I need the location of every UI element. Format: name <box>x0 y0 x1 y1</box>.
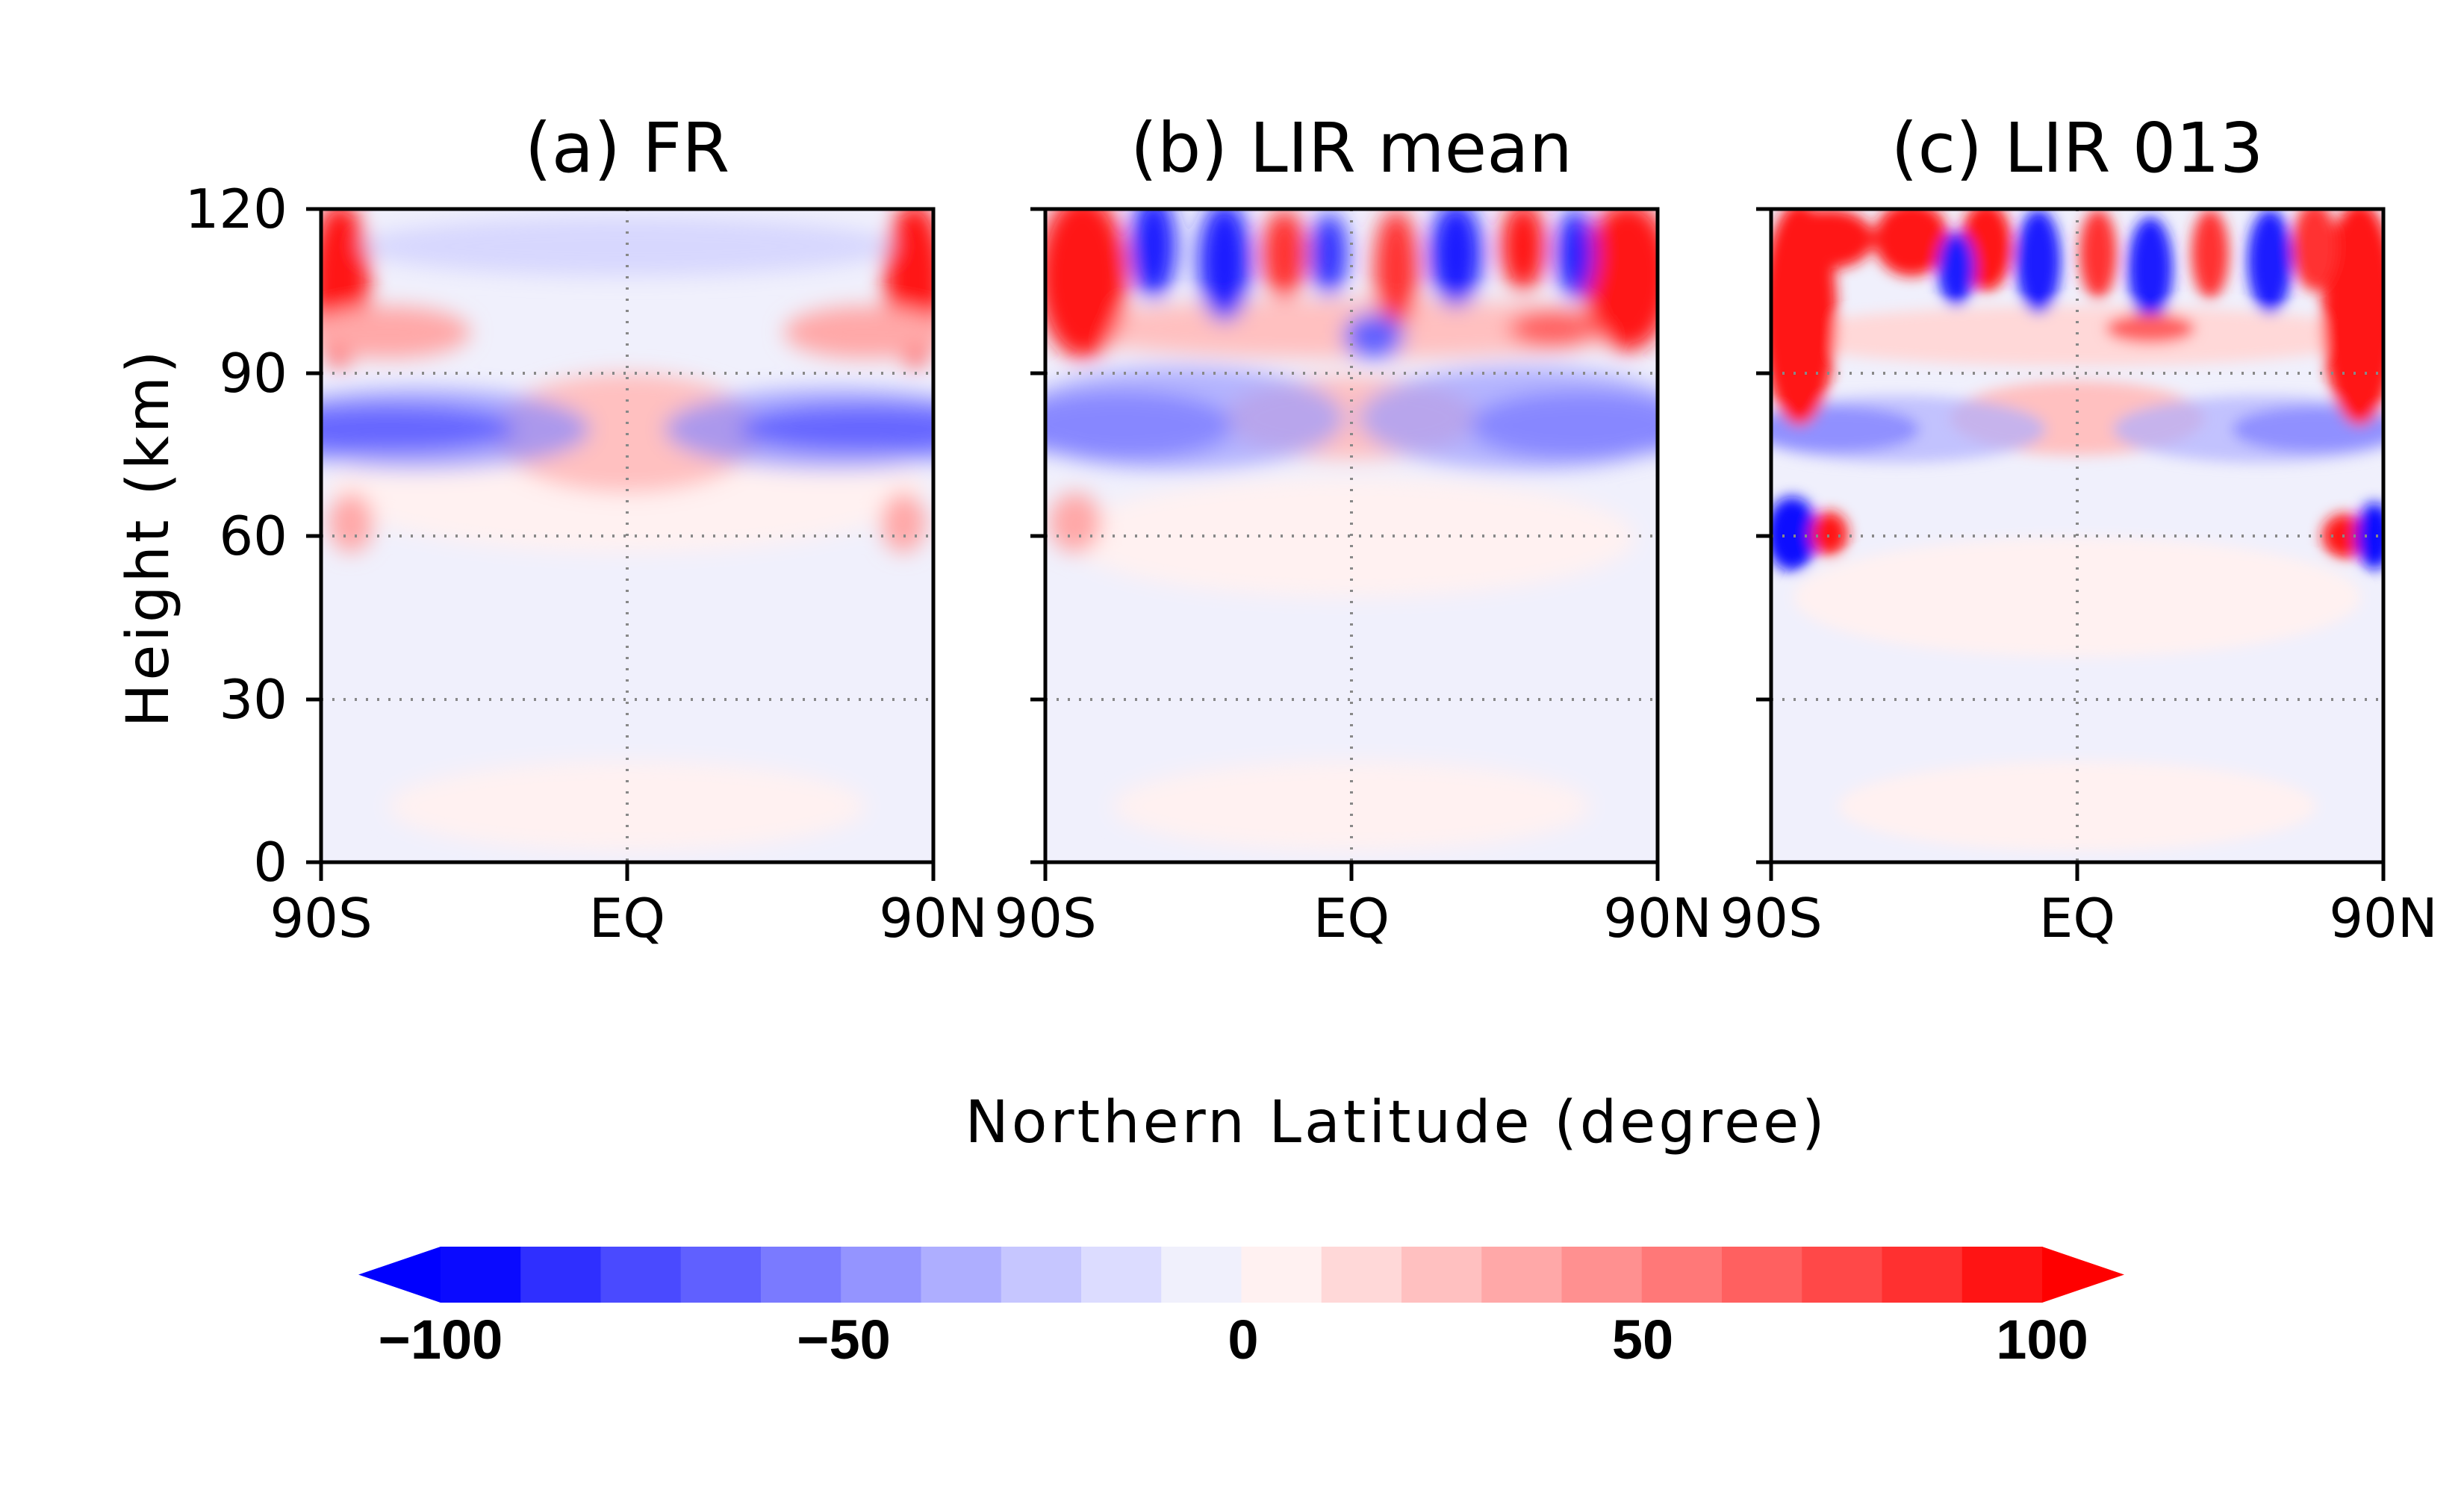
colorbar-under-arrow <box>358 1247 441 1303</box>
colorbar-segment <box>1802 1247 1882 1303</box>
panel-a-ticks <box>306 207 936 881</box>
panel-b-ticks <box>1030 207 1660 881</box>
colorbar-segment <box>1081 1247 1162 1303</box>
colorbar-over-arrow <box>2042 1247 2124 1303</box>
panel-c-xtick-90s: 90S <box>1720 887 1822 950</box>
panel-b-title: (b) LIR mean <box>1130 108 1572 188</box>
y-axis-label: Height (km) <box>115 348 182 728</box>
x-axis-label: Northern Latitude (degree) <box>965 1089 1827 1156</box>
colorbar-segment <box>1401 1247 1482 1303</box>
panel-a-xtick-90s: 90S <box>270 887 372 950</box>
colorbar-segment <box>1161 1247 1242 1303</box>
colorbar-tick-minus-100: −100 <box>379 1309 503 1371</box>
panel-a-title: (a) FR <box>525 108 729 188</box>
colorbar-segment <box>600 1247 682 1303</box>
colorbar-segment <box>680 1247 762 1303</box>
colorbar-segment <box>1001 1247 1082 1303</box>
panel-a: (a) FR <box>185 108 988 950</box>
colorbar-segment <box>1882 1247 1963 1303</box>
panel-b-xtick-90n: 90N <box>1603 887 1711 950</box>
panel-b-gridlines <box>1045 209 1658 862</box>
colorbar-tick-50: 50 <box>1612 1309 1673 1371</box>
panel-a-ytick-90: 90 <box>219 342 287 405</box>
colorbar-tick-100: 100 <box>1996 1309 2088 1371</box>
colorbar-segment <box>1722 1247 1802 1303</box>
panel-b-field <box>1045 209 1658 862</box>
panel-a-gridlines <box>321 209 933 862</box>
colorbar-segment <box>1561 1247 1643 1303</box>
panel-b-xtick-90s: 90S <box>994 887 1096 950</box>
colorbar-labels: −100 −50 0 50 100 <box>379 1309 2088 1371</box>
colorbar-tick-0: 0 <box>1228 1309 1258 1371</box>
panel-a-ytick-120: 120 <box>185 178 287 240</box>
colorbar <box>358 1247 2124 1303</box>
panel-a-field <box>321 209 933 862</box>
colorbar-segment <box>841 1247 921 1303</box>
colorbar-segment <box>520 1247 601 1303</box>
panel-c-field <box>1771 209 2383 862</box>
colorbar-segment <box>761 1247 841 1303</box>
panel-a-xtick-eq: EQ <box>589 887 665 950</box>
colorbar-segment <box>1641 1247 1723 1303</box>
panel-c-xtick-eq: EQ <box>2039 887 2115 950</box>
panel-b-xtick-eq: EQ <box>1313 887 1390 950</box>
panel-c-title: (c) LIR 013 <box>1891 108 2264 188</box>
panel-a-ytick-0: 0 <box>253 831 287 894</box>
colorbar-tick-minus-50: −50 <box>797 1309 891 1371</box>
colorbar-segment <box>1321 1247 1402 1303</box>
panel-a-xtick-90n: 90N <box>879 887 987 950</box>
colorbar-segment <box>441 1247 521 1303</box>
panel-c-gridlines <box>1771 209 2383 862</box>
panel-c: (c) LIR 013 <box>1720 108 2437 950</box>
panel-a-ytick-60: 60 <box>219 505 287 567</box>
colorbar-segment <box>1961 1247 2043 1303</box>
panel-b: (b) LIR mean <box>994 108 1711 950</box>
colorbar-segment <box>1241 1247 1322 1303</box>
colorbar-segment <box>921 1247 1002 1303</box>
panel-c-xtick-90n: 90N <box>2329 887 2437 950</box>
panel-c-ticks <box>1756 207 2386 881</box>
colorbar-segment <box>1481 1247 1562 1303</box>
panel-a-ytick-30: 30 <box>219 668 287 731</box>
